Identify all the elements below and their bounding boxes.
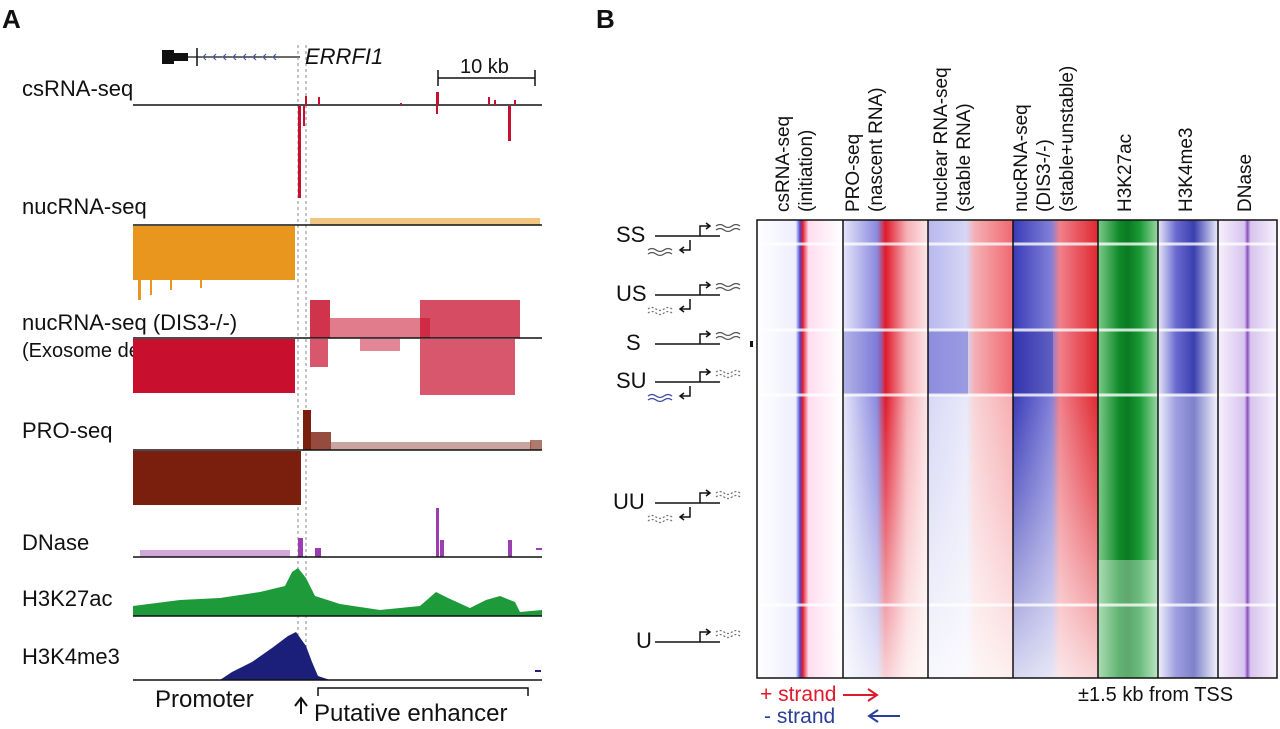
track-label-csrna: csRNA-seq (22, 76, 134, 101)
track-label-h3k4me3: H3K4me3 (22, 644, 120, 669)
track-proseq (133, 410, 542, 505)
track-nucrna-dis3 (133, 300, 542, 395)
track-h3k4me3 (133, 632, 542, 681)
scale-bar-label: 10 kb (460, 56, 509, 78)
class-label-u: U (636, 628, 652, 653)
range-note: ±1.5 kb from TSS (1078, 684, 1234, 706)
track-label-h3k27ac: H3K27ac (22, 586, 113, 611)
track-h3k27ac (133, 568, 542, 617)
track-nucrna (133, 218, 542, 300)
minus-strand-legend: - strand (764, 705, 836, 728)
track-label-dnase: DNase (22, 530, 90, 555)
gene-name: ERRFI1 (305, 44, 384, 69)
track-label-nucrna: nucRNA-seq (22, 194, 147, 219)
track-csrna (133, 92, 542, 198)
class-label-ss: SS (616, 222, 646, 247)
track-label-proseq: PRO-seq (22, 418, 113, 443)
class-label-s: S (626, 330, 641, 355)
plus-strand-legend: + strand (760, 683, 837, 706)
enhancer-label: Putative enhancer (314, 700, 508, 727)
panel-b-letter: B (596, 4, 615, 34)
class-label-us: US (616, 281, 647, 306)
track-label-nucrna-dis3: nucRNA-seq (DIS3-/-) (22, 310, 238, 335)
class-label-su: SU (616, 368, 647, 393)
track-dnase (133, 508, 542, 558)
class-label-uu: UU (613, 489, 645, 514)
panel-a-letter: A (2, 4, 21, 34)
promoter-label: Promoter (155, 686, 254, 713)
